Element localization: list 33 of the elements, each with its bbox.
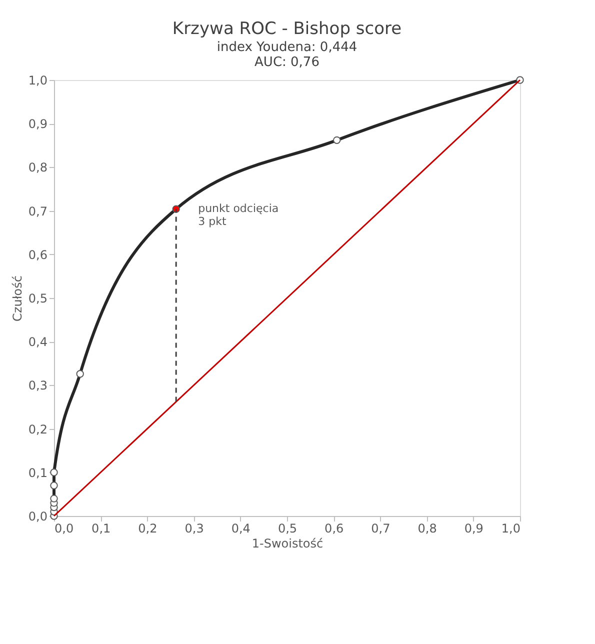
x-tick-label: 0,7 [371,522,390,536]
point [50,482,58,490]
x-tick-label: 0,4 [231,522,250,536]
y-axis-title: Czułość [10,276,24,322]
y-tick-label: 0,3 [28,378,48,393]
y-tick-label: 0,1 [28,466,48,480]
x-tick-label: 0,8 [418,522,437,536]
y-tick-label: 0,9 [28,117,48,132]
text: AUC: 0,76 [254,55,320,70]
y-tick-label: 0,4 [28,335,48,350]
point [50,494,58,502]
x-tick-label: 0,5 [278,522,298,536]
x-tick-label: 1,0 [501,522,520,536]
point [333,136,341,144]
x-tick-label: 0,3 [184,522,204,536]
text: index Youdena: 0,444 [216,40,358,55]
x-tick-label: 0,2 [138,522,158,536]
x-tick-label: 0,0 [54,522,74,536]
y-tick-label: 1,0 [28,74,48,88]
y-tick-label: 0,6 [28,248,48,262]
x-tick-label: 0,9 [464,522,484,536]
x-tick-label: 0,6 [324,522,344,536]
y-tick-label: 0,7 [28,204,48,218]
y-tick-label: 0,5 [28,292,48,306]
point [50,468,58,476]
y-tick-label: 0,8 [28,160,48,175]
x-axis-title: 1-Swoistość [252,536,324,550]
annotation: punkt odcięcia 3 pkt [198,202,279,228]
x-tick-label: 0,1 [92,522,111,536]
y-tick-label: 0,0 [28,510,48,524]
y-tick-label: 0,2 [28,422,48,436]
chart-title: Krzywa ROC - Bishop score [172,19,402,39]
point [76,370,84,378]
